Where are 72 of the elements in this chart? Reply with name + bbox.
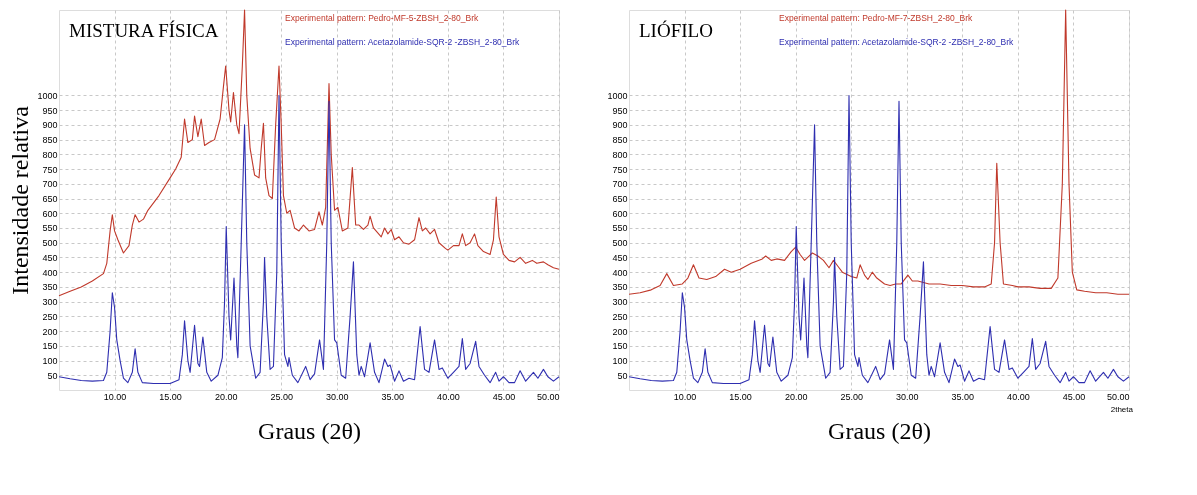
y-tick-label: 100: [42, 356, 58, 367]
y-tick-label: 650: [612, 194, 628, 205]
y-tick-label: 400: [612, 267, 628, 278]
y-tick-label: 750: [612, 164, 628, 175]
x-tick-label: 30.00: [326, 391, 349, 402]
y-tick-label: 850: [42, 135, 58, 146]
x-tick-label: 25.00: [840, 391, 863, 402]
y-tick-label: 800: [42, 149, 58, 160]
y-tick-label: 100: [612, 356, 628, 367]
y-tick-label: 250: [42, 311, 58, 322]
y-tick-label: 850: [612, 135, 628, 146]
x-axis-title: Graus (2θ): [828, 417, 931, 444]
y-tick-label: 950: [612, 105, 628, 116]
y-tick-label: 200: [42, 326, 58, 337]
line-series: [628, 9, 1130, 295]
text: MISTURA FÍSICA: [69, 20, 219, 41]
y-tick-label: 1000: [607, 90, 628, 101]
x-tick-label: 45.00: [1062, 391, 1086, 402]
x-tick-label: 50.00: [1106, 391, 1130, 402]
x-tick-label: 35.00: [951, 391, 975, 402]
y-tick-label: 800: [612, 149, 628, 160]
x-tick-label: 40.00: [1007, 391, 1030, 402]
text: LIÓFILO: [639, 20, 713, 41]
text: 2theta: [1110, 405, 1134, 414]
y-tick-label: 300: [612, 297, 628, 308]
text: Experimental pattern: Acetazolamide-SQR-2 -ZBSH_2-80_Brk: [285, 37, 521, 47]
y-tick-label: 600: [42, 208, 58, 219]
y-tick-label: 650: [42, 194, 58, 205]
y-tick-label: 350: [42, 282, 58, 293]
line-series: [58, 9, 560, 297]
x-tick-label: 30.00: [896, 391, 919, 402]
y-axis-title: Intensidade relativa: [7, 105, 34, 295]
x-tick-label: 15.00: [159, 391, 182, 402]
y-tick-label: 1000: [37, 90, 58, 101]
y-tick-label: 900: [42, 120, 58, 131]
line-series: [58, 94, 560, 385]
y-tick-label: 250: [612, 311, 628, 322]
text: Experimental pattern: Pedro-MF-5-ZBSH_2-80_Brk: [285, 13, 479, 23]
y-tick-label: 50: [617, 370, 628, 381]
x-tick-label: 50.00: [536, 391, 560, 402]
y-tick-label: 300: [42, 297, 58, 308]
x-tick-label: 20.00: [214, 391, 238, 402]
x-tick-label: 20.00: [784, 391, 808, 402]
y-tick-label: 150: [612, 341, 628, 352]
y-tick-label: 750: [42, 164, 58, 175]
x-tick-label: 15.00: [729, 391, 752, 402]
line-series: [628, 94, 1130, 385]
y-tick-label: 500: [42, 238, 58, 249]
y-tick-label: 500: [612, 238, 628, 249]
y-tick-label: 200: [612, 326, 628, 337]
x-tick-label: 45.00: [492, 391, 516, 402]
x-tick-label: 35.00: [381, 391, 405, 402]
y-tick-label: 350: [612, 282, 628, 293]
y-tick-label: 900: [612, 120, 628, 131]
text: Experimental pattern: Acetazolamide-SQR-2 -ZBSH_2-80_Brk: [779, 37, 1015, 47]
x-tick-label: 10.00: [673, 391, 697, 402]
y-tick-label: 950: [42, 105, 58, 116]
x-tick-label: 10.00: [103, 391, 127, 402]
x-tick-label: 40.00: [437, 391, 460, 402]
y-tick-label: 150: [42, 341, 58, 352]
y-tick-label: 550: [42, 223, 58, 234]
y-tick-label: 700: [42, 179, 58, 190]
y-tick-label: 400: [42, 267, 58, 278]
x-axis-title: Graus (2θ): [258, 417, 361, 444]
y-tick-label: 450: [42, 252, 58, 263]
x-tick-label: 25.00: [270, 391, 293, 402]
y-tick-label: 50: [47, 370, 58, 381]
text: Experimental pattern: Pedro-MF-7-ZBSH_2-80_Brk: [779, 13, 973, 23]
y-tick-label: 450: [612, 252, 628, 263]
y-tick-label: 600: [612, 208, 628, 219]
y-tick-label: 700: [612, 179, 628, 190]
y-tick-label: 550: [612, 223, 628, 234]
